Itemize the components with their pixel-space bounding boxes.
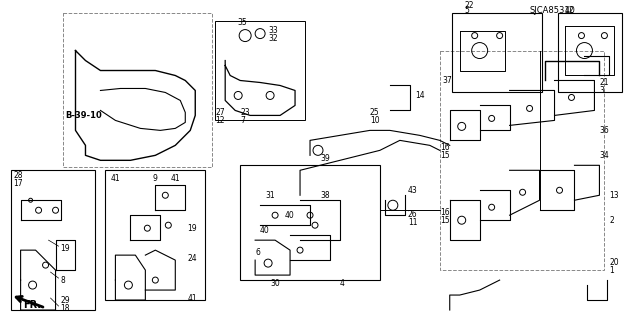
Text: 9: 9	[152, 174, 157, 183]
Text: 6: 6	[255, 248, 260, 257]
Bar	[106, 170, 205, 300]
Bar	[240, 165, 380, 280]
Bar	[557, 12, 622, 92]
Text: 35: 35	[237, 18, 247, 27]
Text: 39: 39	[320, 154, 330, 163]
Text: 5: 5	[465, 6, 470, 15]
Text: 37: 37	[443, 76, 452, 85]
Text: 14: 14	[415, 91, 424, 100]
Text: 43: 43	[408, 186, 417, 195]
Text: 40: 40	[285, 211, 295, 220]
Text: 26: 26	[408, 210, 417, 219]
Text: 42: 42	[564, 6, 574, 15]
Text: 36: 36	[600, 126, 609, 135]
Text: 19: 19	[188, 224, 197, 233]
Text: 29: 29	[61, 296, 70, 305]
Text: 19: 19	[61, 244, 70, 253]
Text: 34: 34	[600, 151, 609, 160]
Text: 33: 33	[268, 26, 278, 35]
Text: 28: 28	[13, 171, 23, 180]
Text: 11: 11	[408, 218, 417, 227]
Text: 17: 17	[13, 179, 23, 188]
Text: 10: 10	[370, 116, 380, 125]
Text: 41: 41	[111, 174, 120, 183]
Bar	[452, 12, 541, 92]
Bar	[440, 51, 604, 270]
Text: FR.: FR.	[24, 300, 42, 310]
Text: 41: 41	[188, 293, 197, 302]
Text: 25: 25	[370, 108, 380, 117]
Text: 4: 4	[340, 279, 345, 288]
Text: 38: 38	[320, 191, 330, 200]
Text: SJCA85310: SJCA85310	[529, 6, 575, 15]
Text: 8: 8	[61, 276, 65, 284]
Text: 18: 18	[61, 304, 70, 313]
Text: 20: 20	[609, 258, 619, 267]
Text: 21: 21	[600, 78, 609, 87]
Text: B-39-10: B-39-10	[65, 111, 102, 120]
Text: 13: 13	[609, 191, 619, 200]
Text: 2: 2	[609, 216, 614, 225]
Text: 22: 22	[465, 1, 474, 10]
Text: 7: 7	[240, 116, 245, 125]
Text: 15: 15	[440, 216, 449, 225]
Text: 12: 12	[215, 116, 225, 125]
Bar	[11, 170, 95, 310]
Text: 31: 31	[265, 191, 275, 200]
Text: 15: 15	[440, 151, 449, 160]
Text: 16: 16	[440, 208, 449, 217]
Bar	[215, 20, 305, 120]
Bar	[63, 12, 212, 167]
Text: 40: 40	[260, 226, 270, 235]
Text: 41: 41	[170, 174, 180, 183]
Text: 30: 30	[270, 279, 280, 288]
Text: 27: 27	[215, 108, 225, 117]
Text: 3: 3	[600, 86, 604, 95]
Text: 24: 24	[188, 254, 197, 263]
Text: 1: 1	[609, 266, 614, 275]
Text: 23: 23	[240, 108, 250, 117]
Text: 16: 16	[440, 143, 449, 152]
Text: 32: 32	[268, 34, 278, 43]
